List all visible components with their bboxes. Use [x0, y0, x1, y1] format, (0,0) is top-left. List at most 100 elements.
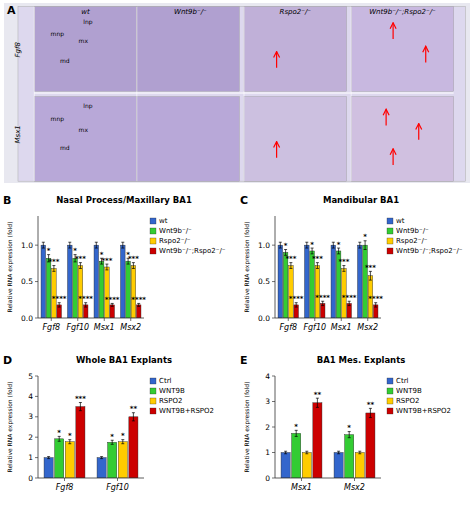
error-cap	[121, 443, 124, 444]
legend-swatch	[387, 398, 393, 404]
x-tick	[51, 318, 52, 321]
bar	[65, 442, 74, 478]
significance-marker: ***	[75, 395, 86, 403]
bar	[129, 417, 138, 478]
panel-label: C	[240, 194, 248, 207]
arrow	[276, 142, 277, 158]
error-bar	[132, 263, 135, 269]
legend: CtrlWNT9BRSPO2WNT9B+RSPO2	[387, 377, 451, 415]
bar	[94, 245, 99, 318]
error-cap	[47, 458, 50, 459]
error-bar	[316, 398, 319, 407]
legend-label: RSPO2	[159, 397, 183, 405]
significance-labels: ******	[294, 391, 374, 432]
error-bar	[358, 242, 361, 248]
x-tick	[77, 318, 78, 321]
error-bar	[121, 242, 124, 248]
image-cell	[244, 97, 347, 182]
significance-marker: ****	[131, 296, 146, 304]
error-line	[333, 242, 334, 248]
significance-marker: *	[310, 241, 314, 249]
divider	[351, 7, 352, 182]
error-cap	[305, 451, 308, 452]
error-cap	[342, 271, 345, 272]
significance-marker: ****	[315, 294, 330, 302]
y-tick	[35, 245, 38, 246]
error-bar	[79, 263, 82, 269]
error-cap	[332, 248, 335, 249]
legend-label: WNT9B+RSPO2	[396, 407, 451, 415]
bar	[73, 258, 78, 318]
legend-label: Wnt9b⁻/⁻;Rspo2⁻/⁻	[159, 247, 226, 255]
error-cap	[58, 307, 61, 308]
legend-label: Ctrl	[396, 377, 409, 385]
error-bar	[358, 451, 361, 454]
image-cell	[34, 7, 137, 92]
error-line	[296, 430, 297, 436]
legend-swatch	[387, 218, 393, 224]
x-tick	[354, 478, 355, 481]
bar	[68, 245, 73, 318]
x-tick-label: Fgf8	[56, 483, 74, 492]
image-cell	[351, 97, 454, 182]
error-line	[106, 264, 107, 270]
significance-marker: *	[68, 432, 72, 440]
arrow	[393, 23, 394, 39]
error-bar	[295, 430, 298, 436]
legend-label: wt	[159, 217, 168, 225]
panel-label: D	[3, 354, 12, 367]
error-bar	[68, 242, 71, 248]
bar	[302, 453, 311, 479]
bar	[373, 305, 378, 318]
error-cap	[358, 453, 361, 454]
error-bar	[348, 432, 351, 438]
annotation: mnp	[51, 115, 65, 123]
error-line	[338, 248, 339, 254]
error-bar	[84, 303, 87, 307]
error-cap	[79, 410, 82, 411]
error-bar	[47, 457, 50, 459]
error-line	[101, 457, 102, 459]
image-cell	[137, 7, 240, 92]
error-cap	[42, 242, 45, 243]
significance-marker: *	[121, 432, 125, 440]
significance-marker: ****	[342, 294, 357, 302]
error-cap	[295, 436, 298, 437]
y-tick	[272, 245, 275, 246]
column-label: Rspo2⁻/⁻	[280, 8, 312, 16]
y-tick	[35, 318, 38, 319]
significance-marker: *	[337, 241, 341, 249]
plot-area	[41, 242, 141, 318]
legend: wtWnt9b⁻/⁻Rspo2⁻/⁻Wnt9b⁻/⁻;Rspo2⁻/⁻	[150, 217, 226, 255]
error-cap	[84, 307, 87, 308]
significance-marker: *	[284, 242, 288, 250]
plot-area	[278, 241, 378, 318]
error-line	[312, 248, 313, 254]
bar-panel: 01234******Msx1Msx2Relative RNA expressi…	[240, 354, 451, 492]
legend-swatch	[387, 238, 393, 244]
y-tick-label: 0.5	[258, 277, 270, 286]
y-tick-label: 1.0	[21, 241, 33, 250]
significance-marker: *	[73, 247, 77, 255]
image-panel: wtWnt9b⁻/⁻Rspo2⁻/⁻Wnt9b⁻/⁻;Rspo2⁻/⁻Fgf8M…	[4, 3, 470, 183]
error-line	[59, 436, 60, 441]
error-cap	[316, 268, 319, 269]
error-bar	[316, 263, 319, 269]
error-bar	[289, 263, 292, 269]
significance-marker: ***	[285, 255, 296, 263]
error-cap	[364, 249, 367, 250]
error-cap	[358, 248, 361, 249]
legend-swatch	[150, 248, 156, 254]
y-tick	[35, 416, 38, 417]
bar	[347, 303, 352, 318]
error-cap	[289, 268, 292, 269]
error-cap	[284, 451, 287, 452]
error-cap	[100, 456, 103, 457]
error-line	[322, 301, 323, 305]
y-axis-label: Relative RNA expression (fold)	[6, 222, 14, 313]
significance-marker: ***	[338, 258, 349, 266]
x-tick	[64, 478, 65, 481]
error-cap	[295, 307, 298, 308]
y-tick	[272, 427, 275, 428]
y-tick-label: 2	[265, 423, 270, 432]
